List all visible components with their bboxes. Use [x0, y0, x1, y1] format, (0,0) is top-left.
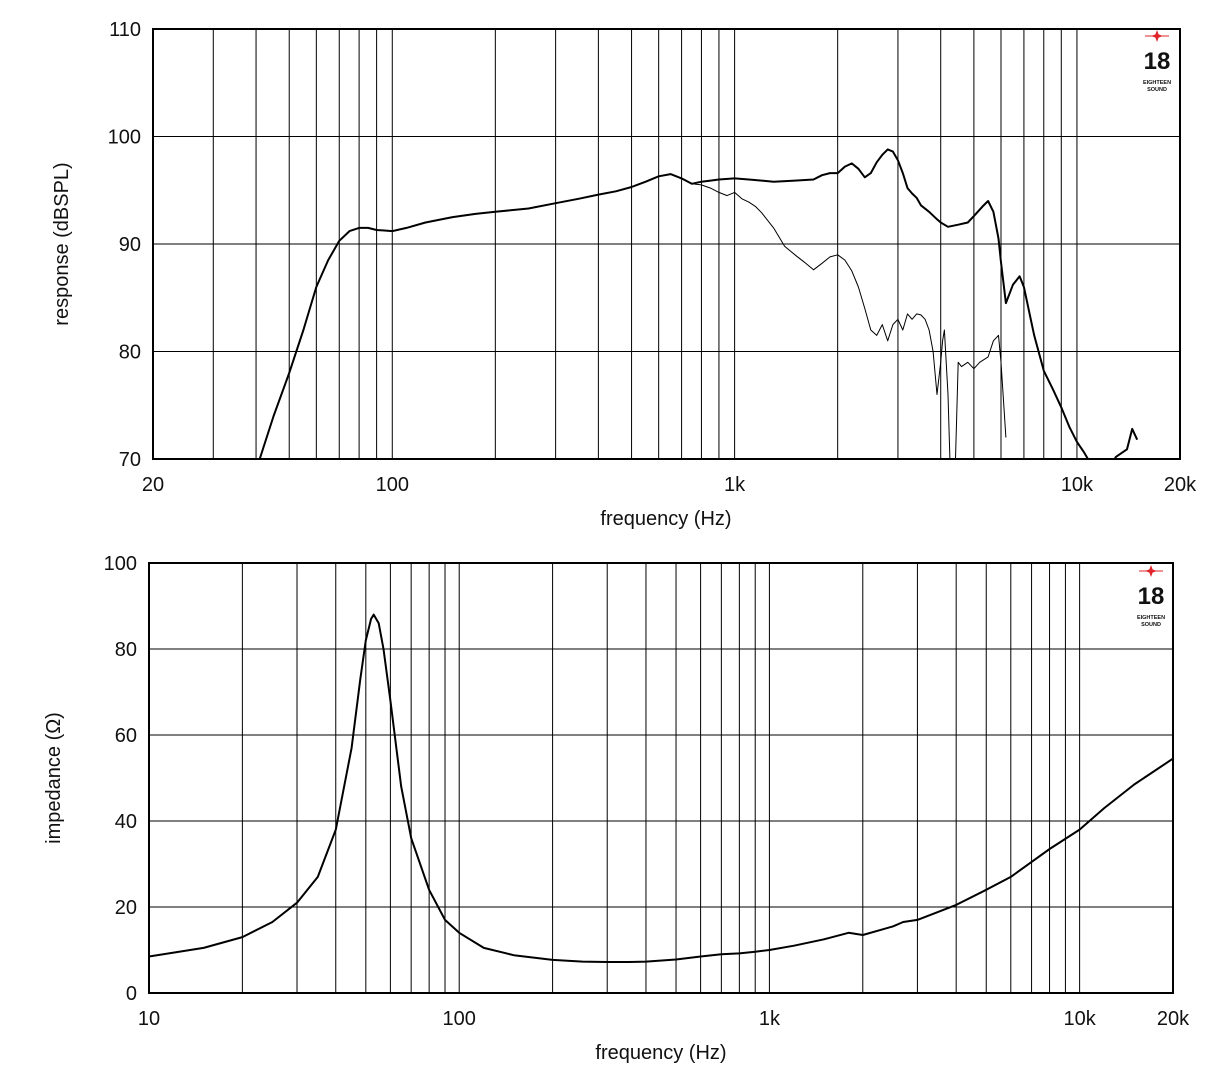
response-plot-frame: [152, 28, 1181, 460]
impedance-x-axis-label: frequency (Hz): [595, 1042, 726, 1064]
impedance-y-tick-label: 60: [115, 725, 137, 747]
impedance-chart: 0 20 40 60 80 100 10 100 1k 10k 20k frequency (Hz)…: [43, 553, 1190, 1064]
impedance-x-tick-label: 100: [443, 1008, 476, 1030]
impedance-logo: 18 EIGHTEEN SOUND: [1137, 565, 1165, 628]
logo-line1: EIGHTEEN: [1143, 80, 1171, 86]
response-y-tick-label: 70: [119, 449, 141, 471]
response-y-tick-label: 90: [119, 234, 141, 256]
response-x-axis-label: frequency (Hz): [600, 508, 731, 530]
response-grid: [153, 29, 1180, 459]
impedance-x-tick-label: 1k: [759, 1008, 781, 1030]
impedance-y-tick-label: 20: [115, 897, 137, 919]
response-x-tick-label: 20k: [1164, 474, 1197, 496]
response-x-tick-label: 10k: [1061, 474, 1094, 496]
response-series-thick-line: [258, 148, 1139, 459]
impedance-plot-frame: [148, 562, 1174, 994]
response-series-thin-line: [681, 177, 1007, 459]
impedance-x-tick-label: 20k: [1157, 1008, 1190, 1030]
response-plot-area: [258, 148, 1139, 459]
impedance-x-tick-label: 10k: [1063, 1008, 1096, 1030]
impedance-y-tick-label: 40: [115, 811, 137, 833]
impedance-x-tick-label: 10: [138, 1008, 160, 1030]
impedance-y-tick-label: 0: [126, 983, 137, 1005]
impedance-grid: [149, 563, 1173, 993]
response-y-tick-label: 100: [108, 127, 141, 149]
impedance-y-tick-label: 80: [115, 639, 137, 661]
impedance-plot-area: [149, 613, 1173, 963]
response-x-tick-label: 1k: [724, 474, 746, 496]
response-chart: 70 80 90 100 110 20 100 1k 10k 20k frequency (Hz)…: [51, 19, 1197, 530]
impedance-y-tick-label: 100: [104, 553, 137, 575]
impedance-y-axis-label: impedance (Ω): [43, 712, 65, 844]
logo-line1: EIGHTEEN: [1137, 615, 1165, 621]
logo-number: 18: [1144, 48, 1171, 75]
response-logo: 18 EIGHTEEN SOUND: [1143, 30, 1171, 93]
response-x-tick-label: 100: [376, 474, 409, 496]
response-y-tick-label: 80: [119, 342, 141, 364]
response-x-tick-label: 20: [142, 474, 164, 496]
response-y-tick-label: 110: [109, 19, 141, 41]
response-y-axis-label: response (dBSPL): [51, 162, 73, 325]
impedance-ticks: 0 20 40 60 80 100 10 100 1k 10k 20k: [104, 553, 1190, 1030]
logo-number: 18: [1138, 583, 1165, 610]
impedance-series-thick-line: [149, 613, 1173, 963]
logo-line2: SOUND: [1141, 622, 1161, 628]
logo-line2: SOUND: [1147, 87, 1167, 93]
response-ticks: 70 80 90 100 110 20 100 1k 10k 20k: [108, 19, 1197, 496]
